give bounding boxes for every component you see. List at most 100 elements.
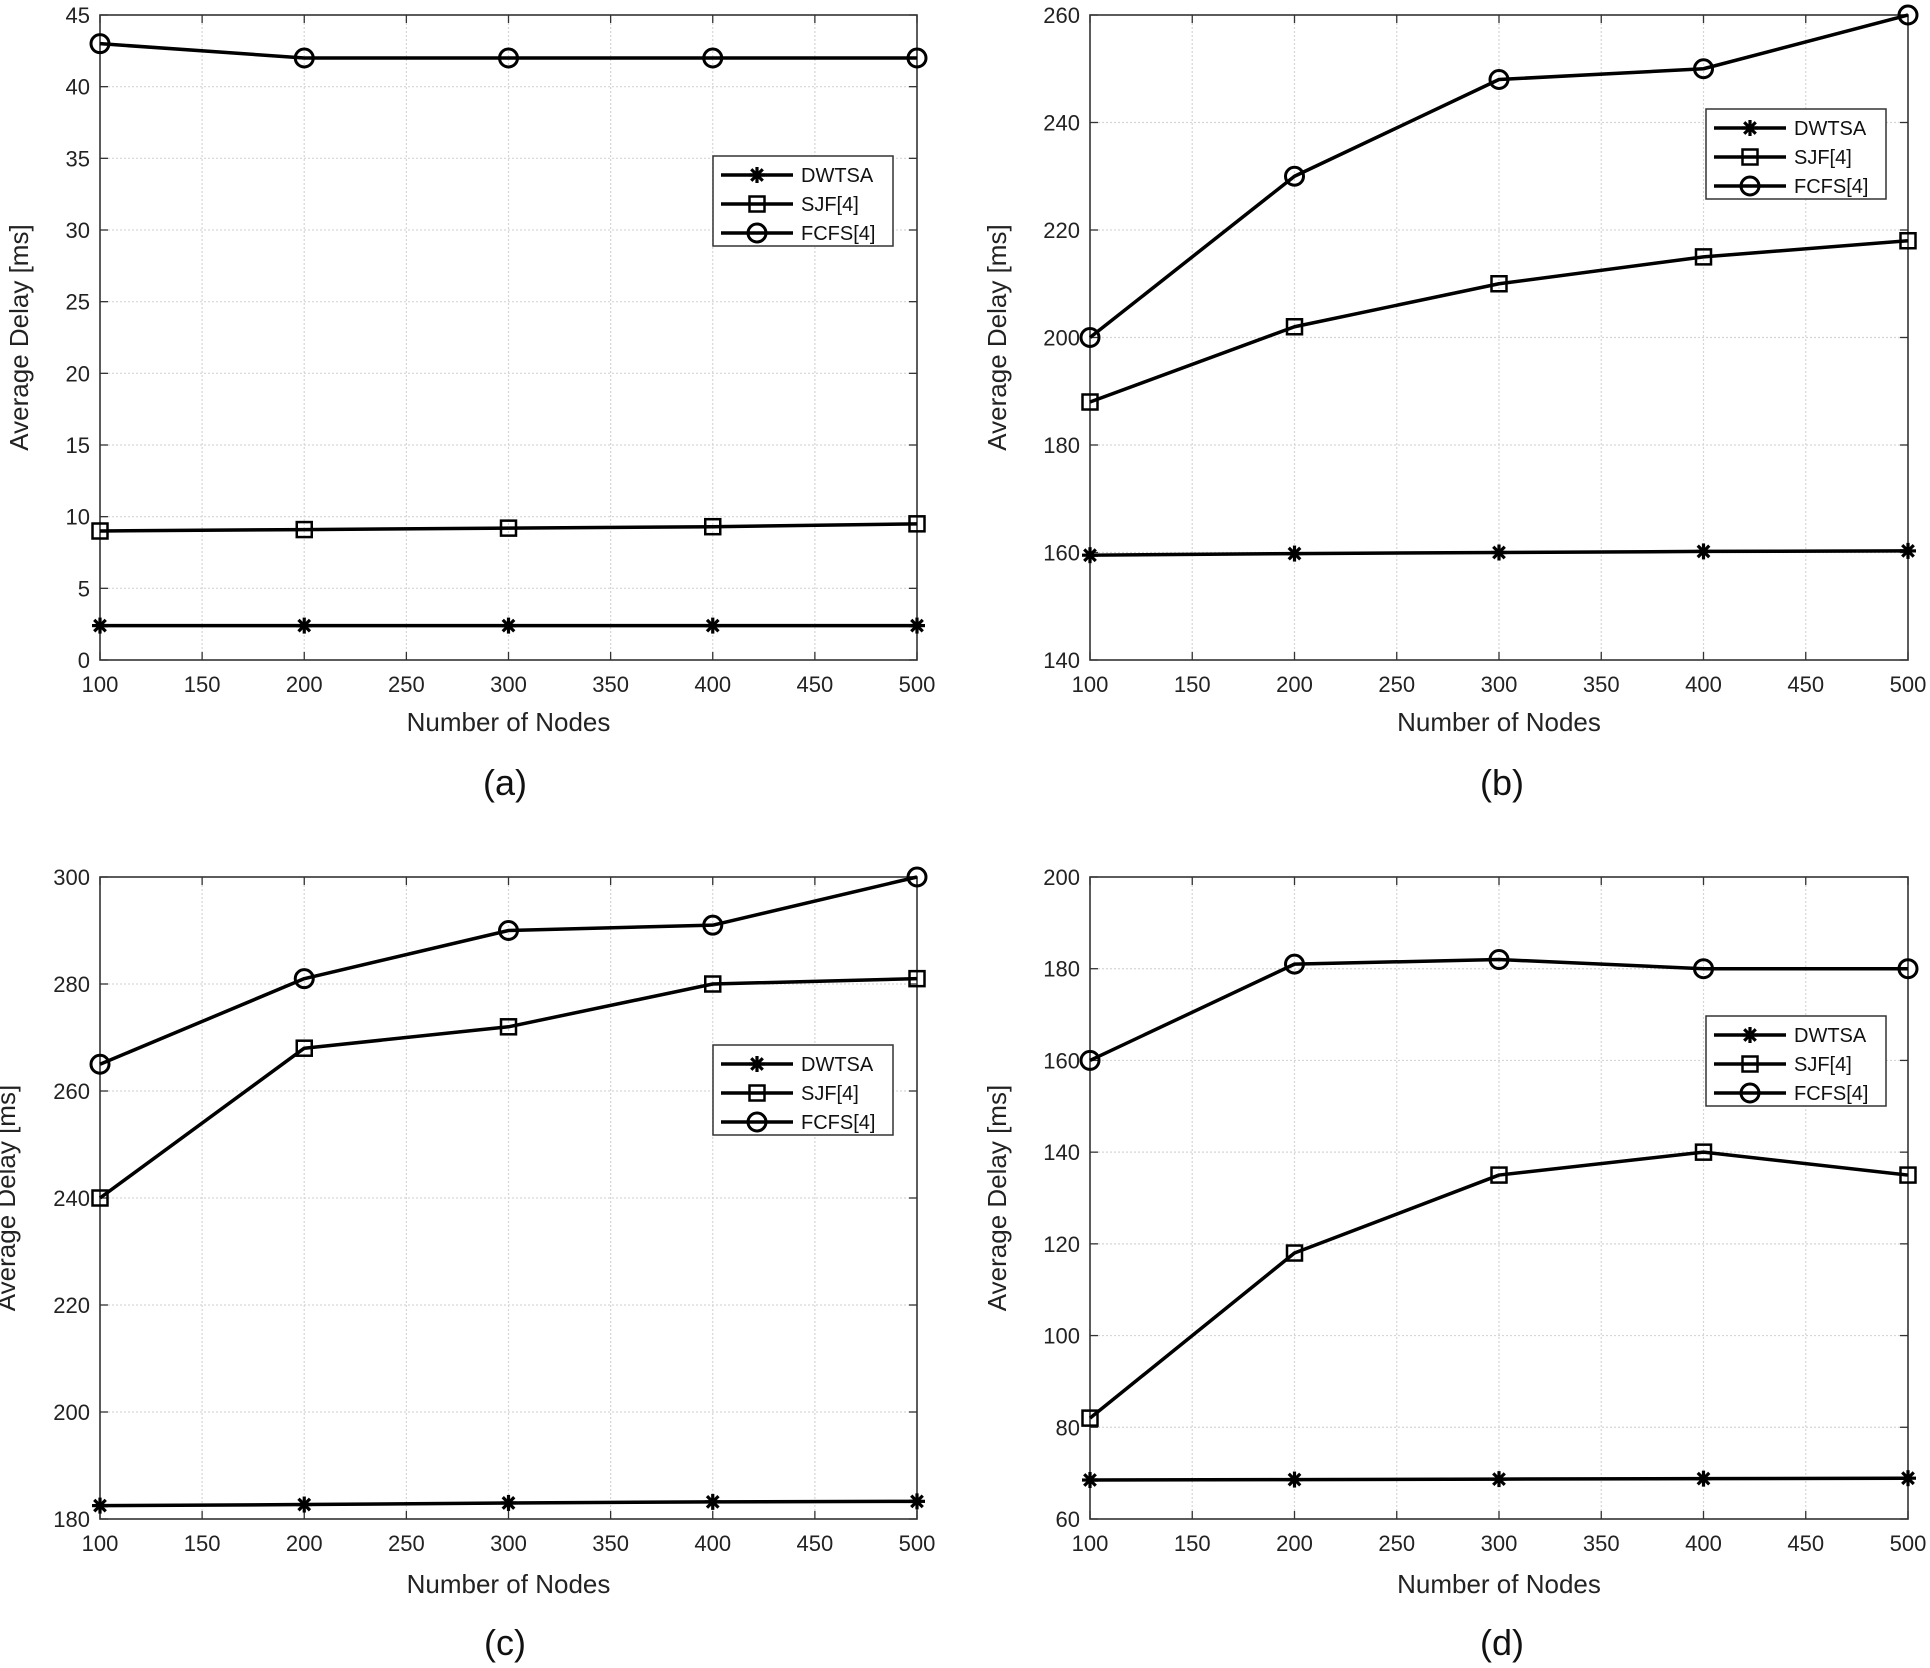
- circle-marker-shape: [293, 47, 315, 69]
- y-tick-label: 25: [66, 290, 90, 315]
- panel-caption: (c): [484, 1622, 526, 1663]
- circle-marker-shape: [1488, 69, 1510, 90]
- y-tick-label: 240: [53, 1186, 90, 1211]
- legend-marker-asterisk: [749, 167, 765, 183]
- series-fcfs-4: [89, 33, 928, 69]
- legend-label: SJF[4]: [801, 1083, 859, 1105]
- x-tick-label: 500: [1890, 1531, 1927, 1556]
- data-point-circle: [1284, 165, 1305, 187]
- legend-label: SJF[4]: [1794, 147, 1852, 169]
- data-point-asterisk: [1900, 1470, 1916, 1487]
- data-point-asterisk: [1491, 544, 1507, 561]
- data-point-square: [1081, 393, 1099, 411]
- legend-box: [1705, 108, 1887, 200]
- y-tick-label: 20: [66, 361, 90, 386]
- legend-marker-asterisk: [1742, 1027, 1758, 1043]
- x-tick-label: 200: [1276, 672, 1313, 697]
- square-marker-shape: [748, 195, 766, 213]
- series-fcfs-4: [1079, 949, 1919, 1071]
- asterisk-marker-stroke: [1743, 1028, 1757, 1042]
- square-marker-shape: [1899, 232, 1917, 250]
- data-point-circle: [293, 968, 315, 990]
- x-tick-label: 250: [388, 672, 425, 697]
- square-marker-shape: [1741, 1055, 1759, 1073]
- square-marker-shape: [295, 1039, 313, 1057]
- x-tick-label: 250: [388, 1531, 425, 1556]
- asterisk-marker-stroke: [297, 1497, 312, 1512]
- y-tick-label: 10: [66, 505, 90, 530]
- plot-frame: [99, 14, 918, 661]
- circle-marker-shape: [293, 968, 315, 990]
- circle-marker-shape: [746, 1111, 768, 1133]
- legend-item: FCFS[4]: [1714, 175, 1868, 198]
- legend: DWTSA SJF[4] FCFS[4]: [712, 1044, 894, 1136]
- data-point-asterisk: [704, 1493, 721, 1510]
- asterisk-marker-stroke: [297, 618, 312, 633]
- y-tick-label: 60: [1056, 1507, 1080, 1532]
- data-point-square: [295, 1039, 313, 1057]
- x-tick-label: 450: [797, 672, 834, 697]
- y-tick-label: 140: [1043, 1140, 1080, 1165]
- series-line: [99, 875, 918, 1066]
- circle-marker-shape: [906, 866, 928, 888]
- data-point-square: [704, 975, 722, 993]
- legend-item: FCFS[4]: [721, 222, 875, 245]
- circle-marker-shape: [1739, 175, 1761, 197]
- legend-label: DWTSA: [801, 1054, 874, 1076]
- circle-marker-shape: [89, 1053, 111, 1075]
- x-tick-label: 400: [694, 1531, 731, 1556]
- circle-marker-shape: [1897, 958, 1919, 980]
- y-tick-label: 140: [1043, 648, 1080, 673]
- data-point-asterisk: [92, 617, 108, 634]
- series-dwtsa: [92, 1493, 925, 1514]
- x-tick-label: 200: [286, 672, 323, 697]
- data-point-circle: [906, 47, 928, 69]
- plot-frame: [1089, 876, 1909, 1520]
- circle-marker-shape: [1284, 165, 1305, 187]
- asterisk-marker-stroke: [1083, 1473, 1097, 1487]
- y-tick-label: 160: [1043, 1048, 1080, 1073]
- legend-item: DWTSA: [721, 1054, 874, 1076]
- x-tick-label: 100: [1072, 672, 1109, 697]
- legend-item: SJF[4]: [1714, 147, 1852, 169]
- asterisk-marker-stroke: [93, 1498, 107, 1513]
- series-line: [1088, 1150, 1909, 1420]
- square-marker-shape: [295, 520, 313, 539]
- x-tick-label: 150: [1174, 1531, 1211, 1556]
- square-marker-shape: [1081, 393, 1099, 411]
- asterisk-marker-stroke: [501, 618, 516, 633]
- data-point-asterisk: [1491, 1471, 1507, 1488]
- circle-marker-shape: [1693, 58, 1714, 80]
- y-tick-label: 15: [66, 433, 90, 458]
- square-marker-shape: [499, 519, 518, 537]
- legend-label: DWTSA: [801, 165, 874, 187]
- asterisk-marker-stroke: [1743, 121, 1757, 135]
- asterisk-marker-stroke: [1696, 544, 1711, 559]
- square-marker-shape: [1490, 275, 1508, 293]
- data-point-circle: [702, 47, 724, 69]
- circle-marker-shape: [906, 47, 928, 69]
- data-point-circle: [1079, 327, 1101, 348]
- data-point-asterisk: [1286, 1471, 1303, 1488]
- y-tick-label: 30: [66, 218, 90, 243]
- square-marker-shape: [499, 1018, 518, 1036]
- data-point-square: [91, 522, 109, 540]
- circle-marker-shape: [1488, 949, 1510, 971]
- asterisk-marker-stroke: [1492, 1472, 1506, 1486]
- circle-marker-shape: [1079, 327, 1101, 348]
- legend-marker-square: [748, 195, 766, 213]
- legend-label: FCFS[4]: [801, 223, 875, 245]
- asterisk-marker-stroke: [1901, 543, 1915, 558]
- x-tick-label: 350: [592, 1531, 629, 1556]
- legend-item: DWTSA: [721, 165, 874, 187]
- legend-label: FCFS[4]: [1794, 1083, 1868, 1105]
- y-tick-label: 180: [1043, 433, 1080, 458]
- data-point-circle: [293, 47, 315, 69]
- x-tick-label: 100: [82, 1531, 119, 1556]
- y-tick-label: 260: [1043, 3, 1080, 28]
- chart-panel-d: 100 150 200 250 300 350 400 450 500 60 80 100 120 140…: [982, 865, 1926, 1663]
- x-tick-label: 300: [1481, 1531, 1518, 1556]
- asterisk-marker-stroke: [910, 1494, 924, 1509]
- chart-panel-c: 100 150 200 250 300 350 400 450 500 180 200 220 240 2…: [0, 865, 935, 1663]
- circle-marker-shape: [1897, 4, 1919, 26]
